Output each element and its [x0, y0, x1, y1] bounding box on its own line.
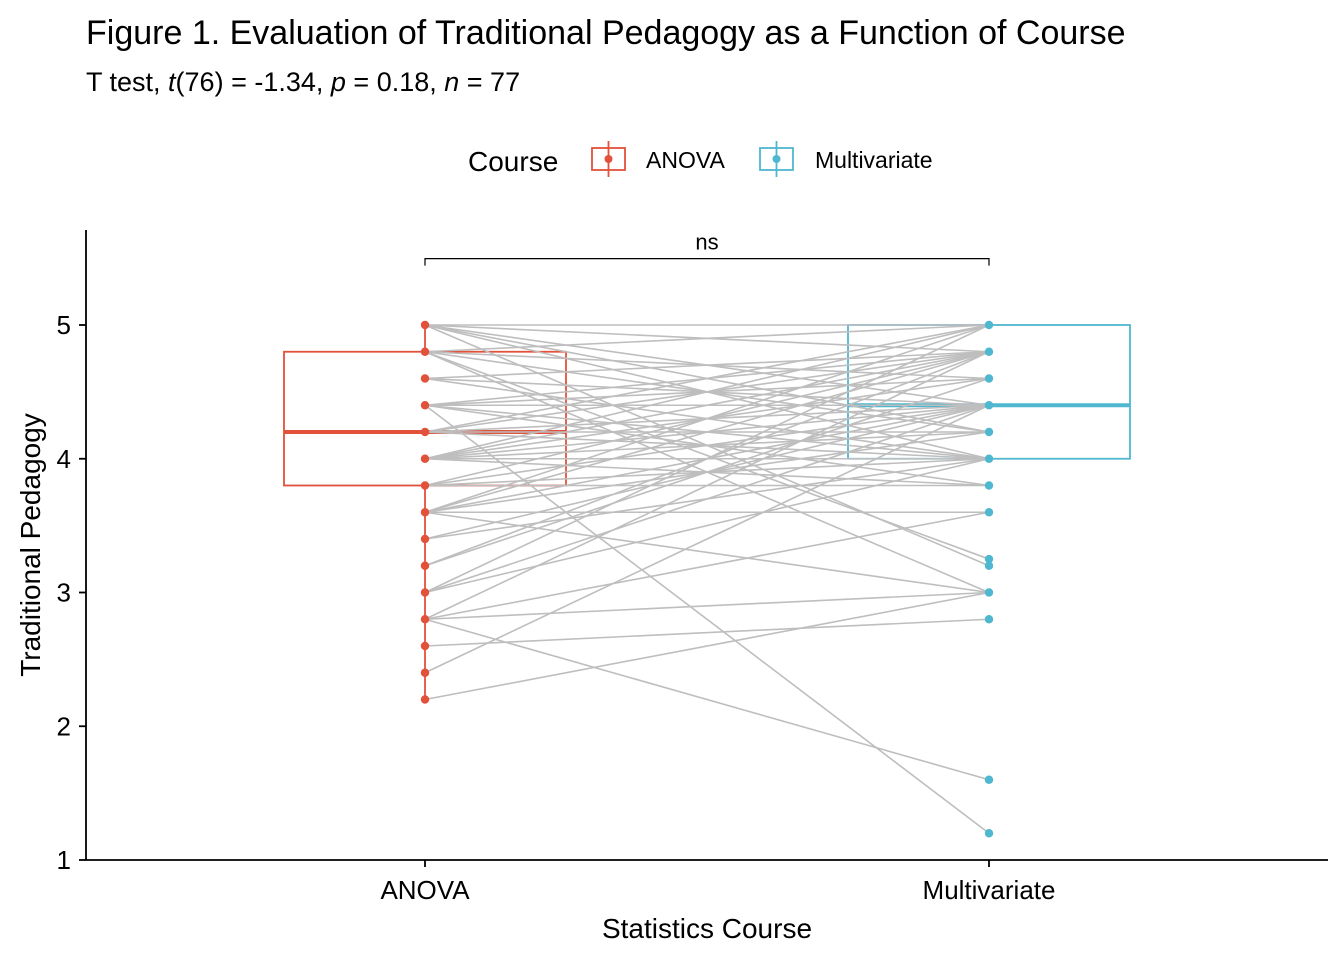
data-point [420, 641, 430, 651]
data-point [420, 481, 430, 490]
significance-label: ns [695, 230, 718, 255]
legend-title: Course [468, 146, 558, 177]
subtitle-n-value: = 77 [459, 67, 520, 97]
legend-key-multivariate [759, 141, 794, 177]
paired-line [424, 618, 990, 647]
subtitle-t-symbol: t [168, 67, 177, 97]
paired-lines [424, 324, 990, 834]
paired-line [424, 591, 990, 701]
data-points [420, 320, 994, 838]
paired-line [424, 351, 990, 620]
legend-label-multivariate: Multivariate [815, 147, 933, 173]
data-point [420, 615, 430, 624]
chart-subtitle: T test, t(76) = -1.34, p = 0.18, n = 77 [86, 67, 520, 97]
data-point [420, 695, 430, 704]
data-point [420, 588, 430, 597]
data-point [984, 554, 994, 564]
subtitle-p-symbol: p [330, 67, 346, 97]
subtitle-t-value: (76) = -1.34, [176, 67, 331, 97]
data-point [984, 374, 994, 383]
paired-line [424, 324, 990, 514]
paired-line [424, 324, 990, 433]
paired-line [424, 404, 990, 834]
subtitle-n-symbol: n [444, 67, 459, 97]
data-point [420, 508, 430, 517]
paired-line [424, 404, 990, 674]
subtitle-p-value: = 0.18, [346, 67, 444, 97]
x-axis-title: Statistics Course [602, 913, 812, 944]
legend: Course ANOVA Multivariate [468, 141, 933, 177]
chart-title: Figure 1. Evaluation of Traditional Peda… [86, 14, 1126, 52]
data-point [420, 401, 430, 410]
data-point [984, 454, 994, 463]
data-point [420, 454, 430, 463]
legend-key-anova [591, 141, 626, 177]
data-point [984, 401, 994, 410]
legend-label-anova: ANOVA [646, 147, 725, 173]
paired-line [424, 350, 990, 514]
data-point [984, 588, 994, 597]
paired-line [424, 404, 990, 594]
x-tick-label: ANOVA [380, 875, 470, 905]
bracket-line [424, 258, 990, 266]
subtitle-prefix: T test, [86, 67, 168, 97]
y-tick-label: 2 [57, 711, 71, 741]
data-point [420, 427, 430, 437]
x-tick-label: Multivariate [923, 875, 1056, 905]
paired-line [424, 324, 990, 460]
data-point [984, 615, 994, 624]
y-axis-title: Traditional Pedagogy [15, 413, 46, 677]
data-point [420, 320, 430, 330]
paired-line [424, 457, 990, 594]
data-point [420, 668, 430, 677]
data-point [420, 561, 430, 570]
data-point [984, 320, 994, 330]
paired-line [424, 591, 990, 621]
data-point [984, 829, 994, 838]
paired-line [424, 404, 990, 487]
data-point [420, 374, 430, 383]
paired-line [424, 324, 990, 594]
data-point [420, 534, 430, 544]
data-point [420, 347, 430, 356]
data-point [984, 347, 994, 356]
data-point [984, 427, 994, 437]
data-point [984, 561, 994, 570]
significance-bracket: ns [424, 230, 990, 266]
y-tick-label: 4 [57, 444, 71, 474]
paired-line [424, 377, 990, 567]
x-axis-ticks: ANOVA Multivariate [380, 860, 1055, 905]
y-tick-label: 3 [57, 578, 71, 608]
data-point [984, 775, 994, 784]
paired-line [424, 511, 990, 621]
paired-line [424, 618, 990, 781]
data-point [984, 481, 994, 490]
paired-line [424, 350, 990, 560]
y-tick-label: 1 [57, 845, 71, 875]
data-point [984, 508, 994, 517]
y-axis-ticks: 1 2 3 4 5 [57, 310, 86, 875]
paired-line [424, 324, 990, 353]
y-tick-label: 5 [57, 310, 71, 340]
